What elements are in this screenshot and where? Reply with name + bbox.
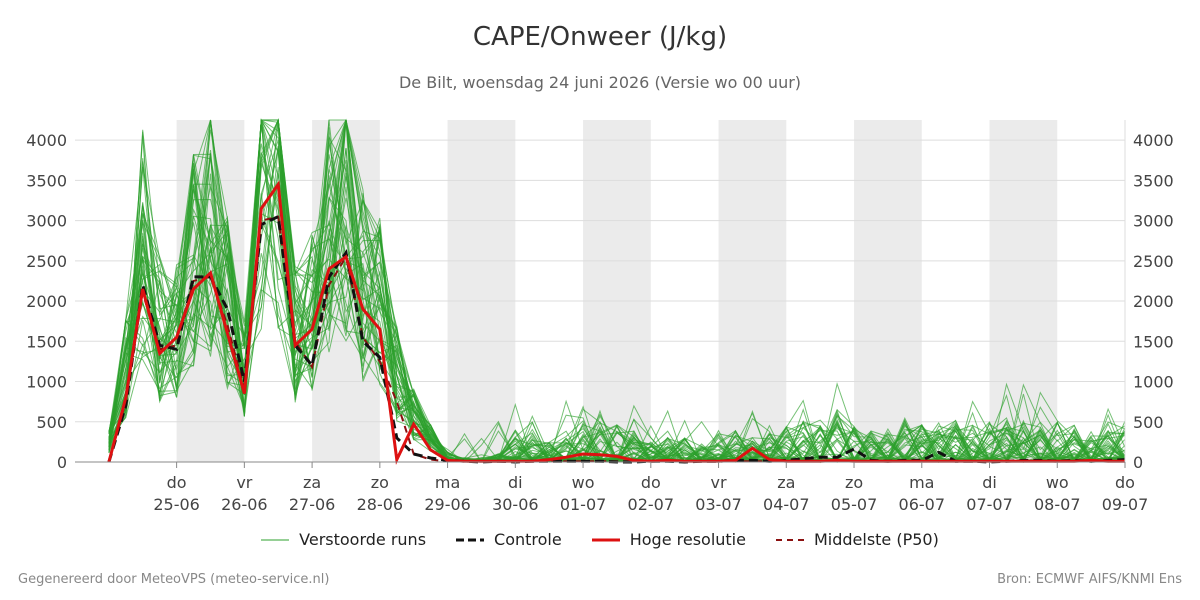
x-tick-day: di xyxy=(982,473,997,492)
shade-band xyxy=(718,120,787,462)
y-tick-label-left: 3500 xyxy=(26,171,67,190)
ensemble-member-line xyxy=(108,119,1126,463)
legend-item-hoge-resolutie: Hoge resolutie xyxy=(591,530,746,549)
y-tick-label-right: 3000 xyxy=(1133,212,1174,231)
legend: Verstoorde runs Controle Hoge resolutie … xyxy=(0,530,1200,549)
y-tick-label-right: 0 xyxy=(1133,453,1143,472)
x-tick-day: do xyxy=(167,473,187,492)
x-tick-date: 04-07 xyxy=(763,495,810,514)
x-tick-day: do xyxy=(1115,473,1135,492)
x-tick-date: 02-07 xyxy=(628,495,675,514)
legend-item-ensemble: Verstoorde runs xyxy=(261,530,426,549)
y-tick-label-left: 3000 xyxy=(26,212,67,231)
x-tick-day: wo xyxy=(1046,473,1069,492)
legend-label-hoge-resolutie: Hoge resolutie xyxy=(629,530,746,549)
y-tick-label-left: 0 xyxy=(57,453,67,472)
x-tick-date: 05-07 xyxy=(831,495,878,514)
y-tick-label-right: 1500 xyxy=(1133,332,1174,351)
x-tick-date: 26-06 xyxy=(221,495,268,514)
ensemble-member-line xyxy=(108,220,1126,464)
legend-swatch-ensemble xyxy=(261,539,290,540)
y-tick-label-left: 2000 xyxy=(26,292,67,311)
shade-band xyxy=(583,120,651,462)
x-tick-date: 08-07 xyxy=(1034,495,1081,514)
y-tick-label-left: 2500 xyxy=(26,252,67,271)
x-tick-day: zo xyxy=(845,473,863,492)
y-tick-label-right: 2000 xyxy=(1133,292,1174,311)
x-tick-date: 28-06 xyxy=(357,495,404,514)
y-tick-label-left: 4000 xyxy=(26,131,67,150)
y-tick-label-right: 2500 xyxy=(1133,252,1174,271)
y-tick-label-left: 1000 xyxy=(26,373,67,392)
hoge-resolutie-line xyxy=(107,180,1125,465)
y-tick-label-right: 4000 xyxy=(1133,131,1174,150)
chart-title: CAPE/Onweer (J/kg) xyxy=(472,22,728,52)
x-tick-date: 07-07 xyxy=(966,495,1013,514)
x-tick-day: vr xyxy=(236,473,252,492)
x-tick-day: ma xyxy=(909,473,934,492)
footer-generated-by: Gegenereerd door MeteoVPS (meteo-service… xyxy=(18,572,330,587)
x-tick-date: 27-06 xyxy=(289,495,336,514)
x-tick-day: ma xyxy=(435,473,460,492)
legend-swatch-hoge-resolutie xyxy=(591,538,620,541)
x-tick-day: za xyxy=(303,473,321,492)
x-tick-date: 09-07 xyxy=(1102,495,1149,514)
legend-swatch-p50 xyxy=(775,538,804,541)
x-tick-day: zo xyxy=(371,473,389,492)
x-tick-date: 30-06 xyxy=(492,495,539,514)
x-tick-date: 01-07 xyxy=(560,495,607,514)
x-tick-date: 03-07 xyxy=(695,495,742,514)
x-tick-date: 25-06 xyxy=(153,495,200,514)
legend-label-ensemble: Verstoorde runs xyxy=(299,530,427,549)
shade-band xyxy=(447,120,516,462)
legend-item-p50: Middelste (P50) xyxy=(775,530,939,549)
x-tick-day: do xyxy=(641,473,661,492)
shade-band xyxy=(854,120,922,462)
chart-subtitle: De Bilt, woensdag 24 juni 2026 (Versie w… xyxy=(398,73,802,92)
x-tick-day: za xyxy=(777,473,795,492)
legend-label-controle: Controle xyxy=(494,530,562,549)
axes: 0 0 500 500 1000 1000 1500 1500 2000 2000 2500 2500… xyxy=(26,120,1174,514)
y-tick-label-left: 1500 xyxy=(26,332,67,351)
y-tick-label-right: 3500 xyxy=(1133,171,1174,190)
y-tick-label-left: 500 xyxy=(36,413,67,432)
shade-band xyxy=(989,120,1058,462)
x-tick-day: di xyxy=(508,473,523,492)
x-tick-day: vr xyxy=(711,473,727,492)
y-tick-label-right: 1000 xyxy=(1133,373,1174,392)
x-tick-date: 06-07 xyxy=(899,495,946,514)
weekend-shading xyxy=(176,120,1058,462)
footer-source: Bron: ECMWF AIFS/KNMI Ens xyxy=(997,572,1182,587)
ensemble-member-line xyxy=(108,120,1126,464)
legend-label-p50: Middelste (P50) xyxy=(813,530,939,549)
legend-swatch-controle xyxy=(456,538,485,541)
legend-item-controle: Controle xyxy=(456,530,562,549)
x-tick-day: wo xyxy=(572,473,595,492)
y-tick-label-right: 500 xyxy=(1133,413,1164,432)
x-tick-date: 29-06 xyxy=(424,495,471,514)
